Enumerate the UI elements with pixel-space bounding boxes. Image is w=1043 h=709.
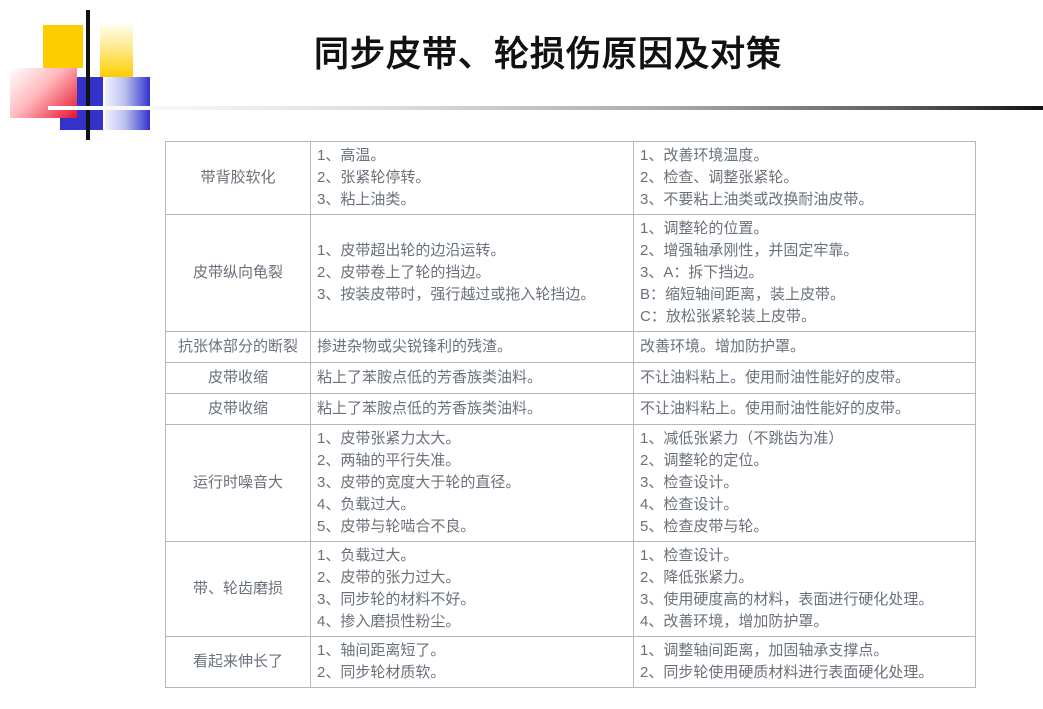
table-row: 皮带收缩 粘上了苯胺点低的芳香族类油料。 不让油料粘上。使用耐油性能好的皮带。 (165, 393, 976, 425)
actions-cell: 1、检查设计。 2、降低张紧力。 3、使用硬度高的材料，表面进行硬化处理。 4、改善环… (633, 541, 976, 637)
action-line: 2、调整轮的定位。 (640, 452, 769, 469)
causes-cell: 1、负载过大。 2、皮带的张力过大。 3、同步轮的材料不好。 4、掺入磨损性粉尘。 (310, 541, 634, 637)
table-row: 皮带收缩 粘上了苯胺点低的芳香族类油料。 不让油料粘上。使用耐油性能好的皮带。 (165, 362, 976, 394)
actions-cell: 1、调整轮的位置。 2、增强轴承刚性，并固定牢靠。 3、A：拆下挡边。 B：缩短轴间距… (633, 214, 976, 332)
pink-gradient-square (10, 68, 77, 118)
cause-line: 1、皮带超出轮的边沿运转。 (317, 242, 506, 259)
action-line: 2、同步轮使用硬质材料进行表面硬化处理。 (640, 664, 934, 681)
yellow-square (43, 25, 83, 68)
action-line: 改善环境。增加防护罩。 (640, 338, 806, 355)
cause-line: 2、张紧轮停转。 (317, 169, 431, 186)
table-row: 运行时噪音大 1、皮带张紧力太大。 2、两轴的平行失准。 3、皮带的宽度大于轮的直径。… (165, 424, 976, 542)
cause-line: 1、高温。 (317, 147, 386, 164)
cause-line: 3、粘上油类。 (317, 191, 416, 208)
failure-table: 带背胶软化 1、高温。 2、张紧轮停转。 3、粘上油类。 1、改善环境温度。 2、检查、调… (165, 141, 976, 688)
cause-line: 4、掺入磨损性粉尘。 (317, 613, 461, 630)
failure-cell: 皮带收缩 (165, 393, 311, 425)
action-line: 1、减低张紧力（不跳齿为准） (640, 430, 844, 447)
causes-cell: 1、轴间距离短了。 2、同步轮材质软。 (310, 636, 634, 688)
action-line: 1、调整轴间距离，加固轴承支撑点。 (640, 642, 889, 659)
action-line: 3、检查设计。 (640, 474, 739, 491)
action-line: 5、检查皮带与轮。 (640, 518, 769, 535)
action-line: 4、改善环境，增加防护罩。 (640, 613, 829, 630)
cause-line: 粘上了苯胺点低的芳香族类油料。 (317, 369, 543, 386)
failure-cell: 带、轮齿磨损 (165, 541, 311, 637)
cause-line: 3、皮带的宽度大于轮的直径。 (317, 474, 521, 491)
action-line: 不让油料粘上。使用耐油性能好的皮带。 (640, 369, 911, 386)
cause-line: 2、两轴的平行失准。 (317, 452, 461, 469)
failure-table-body: 带背胶软化 1、高温。 2、张紧轮停转。 3、粘上油类。 1、改善环境温度。 2、检查、调… (165, 141, 976, 688)
cause-line: 3、按装皮带时，强行越过或拖入轮挡边。 (317, 286, 596, 303)
failure-cell: 抗张体部分的断裂 (165, 331, 311, 363)
blue-gradient-square (105, 77, 150, 130)
action-line: 3、使用硬度高的材料，表面进行硬化处理。 (640, 591, 934, 608)
failure-cell: 皮带收缩 (165, 362, 311, 394)
action-line: 1、调整轮的位置。 (640, 220, 769, 237)
actions-cell: 改善环境。增加防护罩。 (633, 331, 976, 363)
slide-title: 同步皮带、轮损伤原因及对策 (313, 35, 782, 74)
failure-cell: 带背胶软化 (165, 141, 311, 215)
action-line: 不让油料粘上。使用耐油性能好的皮带。 (640, 400, 911, 417)
cause-line: 2、同步轮材质软。 (317, 664, 446, 681)
actions-cell: 1、减低张紧力（不跳齿为准） 2、调整轮的定位。 3、检查设计。 4、检查设计。 5、检… (633, 424, 976, 542)
cause-line: 3、同步轮的材料不好。 (317, 591, 476, 608)
cause-line: 粘上了苯胺点低的芳香族类油料。 (317, 400, 543, 417)
actions-cell: 1、改善环境温度。 2、检查、调整张紧轮。 3、不要粘上油类或改换耐油皮带。 (633, 141, 976, 215)
table-row: 皮带纵向龟裂 1、皮带超出轮的边沿运转。 2、皮带卷上了轮的挡边。 3、按装皮带时，强… (165, 214, 976, 332)
actions-cell: 不让油料粘上。使用耐油性能好的皮带。 (633, 362, 976, 394)
cause-line: 5、皮带与轮啮合不良。 (317, 518, 476, 535)
table-row: 抗张体部分的断裂 掺进杂物或尖锐锋利的残渣。 改善环境。增加防护罩。 (165, 331, 976, 363)
cause-line: 2、皮带卷上了轮的挡边。 (317, 264, 491, 281)
yellow-gradient-square (100, 24, 133, 77)
vertical-accent-line (86, 10, 90, 140)
failure-cell: 运行时噪音大 (165, 424, 311, 542)
table-row: 看起来伸长了 1、轴间距离短了。 2、同步轮材质软。 1、调整轴间距离，加固轴承支撑点… (165, 636, 976, 688)
action-line: 2、增强轴承刚性，并固定牢靠。 (640, 242, 859, 259)
action-line: 2、降低张紧力。 (640, 569, 754, 586)
cause-line: 掺进杂物或尖锐锋利的残渣。 (317, 338, 513, 355)
cause-line: 2、皮带的张力过大。 (317, 569, 461, 586)
causes-cell: 掺进杂物或尖锐锋利的残渣。 (310, 331, 634, 363)
action-line: 4、检查设计。 (640, 496, 739, 513)
cause-line: 1、皮带张紧力太大。 (317, 430, 461, 447)
causes-cell: 1、皮带张紧力太大。 2、两轴的平行失准。 3、皮带的宽度大于轮的直径。 4、负载过大… (310, 424, 634, 542)
action-line: 1、改善环境温度。 (640, 147, 769, 164)
divider-line (48, 106, 1043, 110)
cause-line: 1、轴间距离短了。 (317, 642, 446, 659)
table-row: 带、轮齿磨损 1、负载过大。 2、皮带的张力过大。 3、同步轮的材料不好。 4、掺入磨损… (165, 541, 976, 637)
failure-cell: 皮带纵向龟裂 (165, 214, 311, 332)
causes-cell: 粘上了苯胺点低的芳香族类油料。 (310, 362, 634, 394)
actions-cell: 1、调整轴间距离，加固轴承支撑点。 2、同步轮使用硬质材料进行表面硬化处理。 (633, 636, 976, 688)
causes-cell: 1、高温。 2、张紧轮停转。 3、粘上油类。 (310, 141, 634, 215)
causes-cell: 1、皮带超出轮的边沿运转。 2、皮带卷上了轮的挡边。 3、按装皮带时，强行越过或拖入… (310, 214, 634, 332)
table-row: 带背胶软化 1、高温。 2、张紧轮停转。 3、粘上油类。 1、改善环境温度。 2、检查、调… (165, 141, 976, 215)
actions-cell: 不让油料粘上。使用耐油性能好的皮带。 (633, 393, 976, 425)
cause-line: 4、负载过大。 (317, 496, 416, 513)
action-line: 3、不要粘上油类或改换耐油皮带。 (640, 191, 874, 208)
cause-line: 1、负载过大。 (317, 547, 416, 564)
failure-cell: 看起来伸长了 (165, 636, 311, 688)
action-line: B：缩短轴间距离，装上皮带。 (640, 286, 846, 303)
action-line: 1、检查设计。 (640, 547, 739, 564)
action-line: 3、A：拆下挡边。 (640, 264, 764, 281)
action-line: 2、检查、调整张紧轮。 (640, 169, 799, 186)
action-line: C：放松张紧轮装上皮带。 (640, 308, 816, 325)
causes-cell: 粘上了苯胺点低的芳香族类油料。 (310, 393, 634, 425)
